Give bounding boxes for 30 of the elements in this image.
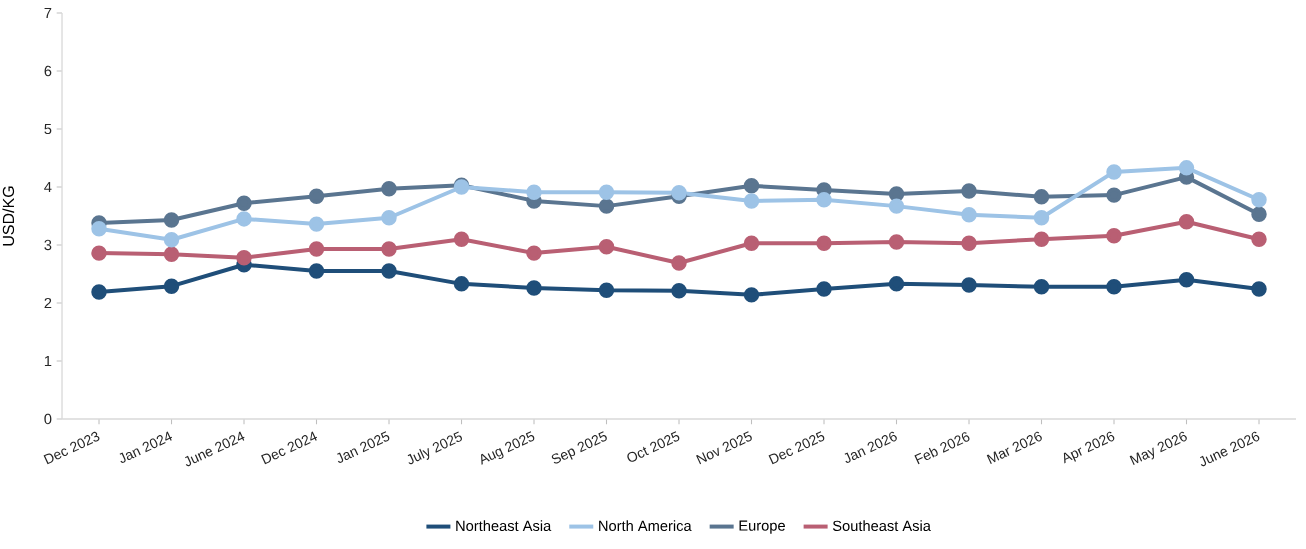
x-tick-label: Feb 2026: [914, 432, 970, 465]
x-tick-label: July 2025: [407, 431, 463, 465]
legend-label: Northeast Asia: [456, 520, 552, 532]
x-tick-label: Nov 2025: [696, 431, 752, 465]
y-tick-label: 2: [44, 297, 52, 309]
y-tick-label: 1: [44, 355, 52, 367]
y-tick-label: 0: [44, 413, 52, 425]
y-tick-label: 7: [44, 7, 52, 19]
y-tick-label: 6: [44, 65, 52, 77]
x-tick-label: Apr 2026: [1063, 431, 1115, 464]
y-tick-label: 4: [44, 181, 52, 193]
x-tick-label: Aug 2025: [481, 431, 535, 465]
x-tick-label: June 2026: [1200, 431, 1260, 467]
x-tick-label: Jan 2024: [119, 431, 173, 463]
x-tick-label: Dec 2025: [768, 431, 825, 465]
x-tick-label: Dec 2023: [43, 431, 100, 465]
legend-label: Europe: [739, 520, 785, 534]
y-tick-label: 3: [44, 239, 52, 251]
legend-label: Southeast Asia: [832, 520, 931, 532]
x-tick-label: May 2026: [1129, 431, 1187, 465]
x-tick-label: Jan 2025: [337, 431, 390, 463]
legend-label: North America: [599, 520, 692, 532]
y-tick-label: 5: [44, 123, 52, 135]
y-axis-title: USD/KG: [2, 186, 15, 246]
x-tick-label: Jan 2026: [844, 431, 897, 463]
x-tick-label: Dec 2024: [261, 431, 318, 465]
x-tick-label: June 2024: [185, 431, 245, 467]
x-tick-label: Oct 2025: [627, 431, 680, 462]
x-tick-label: Mar 2026: [986, 431, 1042, 464]
x-tick-label: Sep 2025: [551, 431, 607, 464]
